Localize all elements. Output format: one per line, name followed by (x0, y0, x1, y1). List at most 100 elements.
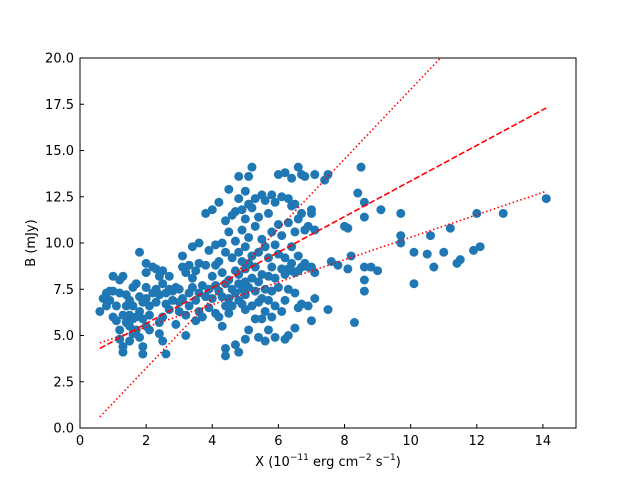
data-point (207, 294, 217, 303)
y-tick-label: 2.5 (53, 375, 74, 390)
data-point (244, 282, 254, 292)
data-point (283, 194, 293, 204)
data-point (310, 294, 320, 303)
data-point (201, 260, 211, 270)
data-point (151, 297, 161, 307)
data-point (290, 323, 300, 333)
data-point (178, 294, 188, 303)
data-point (105, 295, 115, 305)
data-point (237, 205, 247, 215)
data-point (376, 205, 386, 215)
data-point (234, 347, 244, 357)
data-point (220, 247, 230, 257)
data-point (244, 258, 254, 268)
y-tick-label: 0.0 (53, 422, 74, 437)
data-point (214, 312, 224, 322)
data-point (280, 295, 290, 305)
data-point (300, 171, 310, 181)
data-point (293, 251, 303, 261)
data-point (181, 268, 191, 278)
data-point (240, 186, 250, 196)
data-point (161, 349, 171, 359)
data-point (293, 162, 303, 172)
data-point (280, 253, 290, 263)
data-point (144, 310, 154, 320)
data-point (197, 312, 207, 322)
x-tick-label: 0 (76, 434, 84, 449)
data-point (310, 170, 320, 180)
data-point (455, 255, 465, 265)
data-point (115, 325, 125, 335)
data-point (277, 231, 287, 241)
data-point (250, 262, 260, 272)
data-point (439, 247, 449, 257)
data-point (138, 342, 148, 352)
data-points (95, 162, 551, 361)
data-point (138, 349, 148, 359)
data-point (396, 238, 406, 248)
data-point (174, 306, 184, 316)
x-tick-label: 2 (142, 434, 150, 449)
data-point (125, 321, 135, 331)
data-point (287, 258, 297, 268)
data-point (310, 268, 320, 278)
data-point (220, 343, 230, 353)
data-point (234, 171, 244, 181)
data-point (220, 351, 230, 361)
data-point (187, 273, 197, 283)
data-point (244, 171, 254, 181)
data-point (158, 336, 168, 346)
y-tick-label: 12.5 (45, 190, 74, 205)
y-axis-ticks: 0.0 2.5 5.0 7.5 10.0 12.5 15.0 17.5 20.0 (45, 52, 84, 437)
data-point (257, 314, 267, 324)
data-point (277, 306, 287, 316)
data-point (154, 329, 164, 339)
data-point (283, 218, 293, 228)
data-point (260, 195, 270, 205)
data-point (214, 197, 224, 207)
data-point (359, 262, 369, 272)
data-point (227, 301, 237, 311)
data-point (118, 310, 128, 320)
data-point (164, 271, 174, 281)
data-point (306, 208, 316, 218)
data-point (373, 266, 383, 276)
data-point (230, 288, 240, 298)
data-point (273, 220, 283, 229)
data-point (326, 257, 336, 266)
data-point (95, 306, 105, 316)
plot-frame (79, 57, 577, 429)
data-point (217, 321, 227, 331)
data-point (194, 238, 204, 248)
x-axis-label: X (10−11 erg cm−2 s−1) (255, 453, 401, 470)
data-point (353, 188, 363, 198)
data-point (191, 266, 201, 276)
data-point (135, 306, 145, 316)
data-point (158, 266, 168, 276)
data-point (270, 273, 280, 283)
data-point (224, 184, 234, 194)
data-point (184, 260, 194, 270)
data-point (396, 208, 406, 218)
data-point (111, 301, 121, 311)
data-point (247, 203, 257, 213)
data-point (267, 190, 277, 200)
data-point (257, 234, 267, 244)
data-point (290, 288, 300, 298)
y-tick-label: 20.0 (45, 52, 74, 67)
data-point (240, 242, 250, 252)
data-point (290, 199, 300, 209)
data-point (359, 286, 369, 296)
x-tick-label: 8 (340, 434, 348, 449)
data-point (240, 334, 250, 344)
data-point (472, 208, 482, 218)
data-point (333, 260, 343, 270)
data-point (135, 332, 145, 342)
data-point (247, 162, 257, 172)
data-point (260, 336, 270, 346)
data-point (498, 208, 508, 218)
data-point (323, 170, 333, 180)
y-tick-label: 10.0 (45, 237, 74, 252)
fit-line-dotted (99, 190, 547, 344)
